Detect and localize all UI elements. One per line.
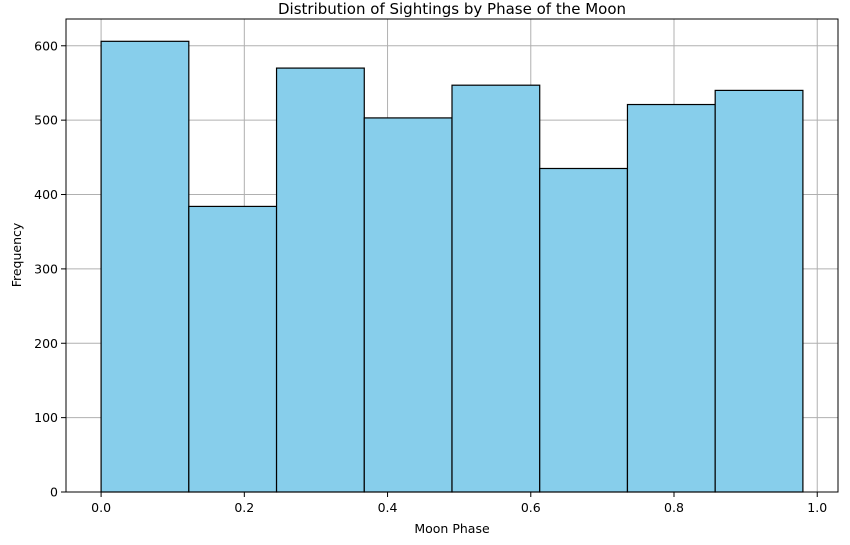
- chart-title: Distribution of Sightings by Phase of th…: [278, 0, 626, 18]
- histogram-bar-7: [626, 103, 716, 493]
- plot-frame: [65, 18, 839, 493]
- x-tick-label: 0.8: [664, 500, 684, 515]
- y-tick-label: 500: [34, 113, 58, 128]
- x-tick-label: 0.4: [378, 500, 398, 515]
- x-ticks: 0.0 0.2 0.4 0.6 0.8 1.0: [91, 492, 827, 515]
- y-tick-label: 200: [34, 336, 58, 351]
- y-tick-label: 100: [34, 410, 58, 425]
- y-tick-label: 0: [50, 485, 58, 500]
- histogram-bar-1: [100, 40, 190, 493]
- histogram-bar-6: [539, 167, 629, 493]
- histogram-bar-4: [363, 117, 453, 493]
- histogram-bar-2: [188, 205, 278, 493]
- y-tick-label: 400: [34, 187, 58, 202]
- x-tick-label: 1.0: [807, 500, 827, 515]
- x-tick-label: 0.6: [521, 500, 541, 515]
- x-tick-label: 0.2: [234, 500, 254, 515]
- y-axis-label: Frequency: [9, 222, 24, 287]
- histogram-bar-5: [451, 84, 541, 493]
- x-axis-label: Moon Phase: [414, 521, 490, 536]
- x-tick-label: 0.0: [91, 500, 111, 515]
- y-ticks: 0 100 200 300 400 500 600: [34, 38, 66, 500]
- histogram-bar-8: [714, 89, 804, 493]
- histogram-bar-3: [275, 67, 365, 493]
- bars-layer: [100, 40, 804, 493]
- y-tick-label: 300: [34, 261, 58, 276]
- y-tick-label: 600: [34, 38, 58, 53]
